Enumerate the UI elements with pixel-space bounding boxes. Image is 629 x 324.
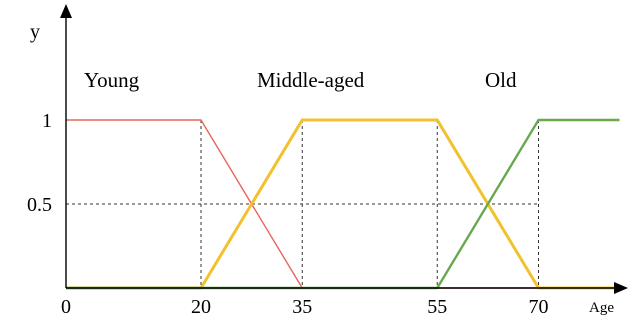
x-tick-label-20: 20	[191, 296, 211, 318]
x-axis-arrow	[614, 282, 628, 294]
labels: y Age Young Middle-aged Old	[30, 21, 614, 316]
series-label-old: Old	[485, 68, 517, 92]
y-axis-label: y	[30, 21, 40, 43]
x-tick-label-70: 70	[529, 296, 549, 318]
axes	[60, 4, 628, 294]
y-tick-labels: 0.51	[27, 110, 52, 216]
x-tick-labels: 0 20 35 55 70	[61, 296, 549, 318]
series-label-young: Young	[84, 68, 140, 92]
guide-lines	[66, 119, 539, 288]
y-tick-label-1: 1	[42, 110, 52, 132]
x-tick-label-0: 0	[61, 296, 71, 318]
x-tick-label-55: 55	[427, 296, 447, 318]
x-tick-label-35: 35	[292, 296, 312, 318]
y-axis-arrow	[60, 4, 72, 18]
y-tick-label-0_5: 0.5	[27, 194, 52, 216]
x-axis-label: Age	[589, 300, 614, 316]
series-label-middle-aged: Middle-aged	[257, 68, 365, 92]
